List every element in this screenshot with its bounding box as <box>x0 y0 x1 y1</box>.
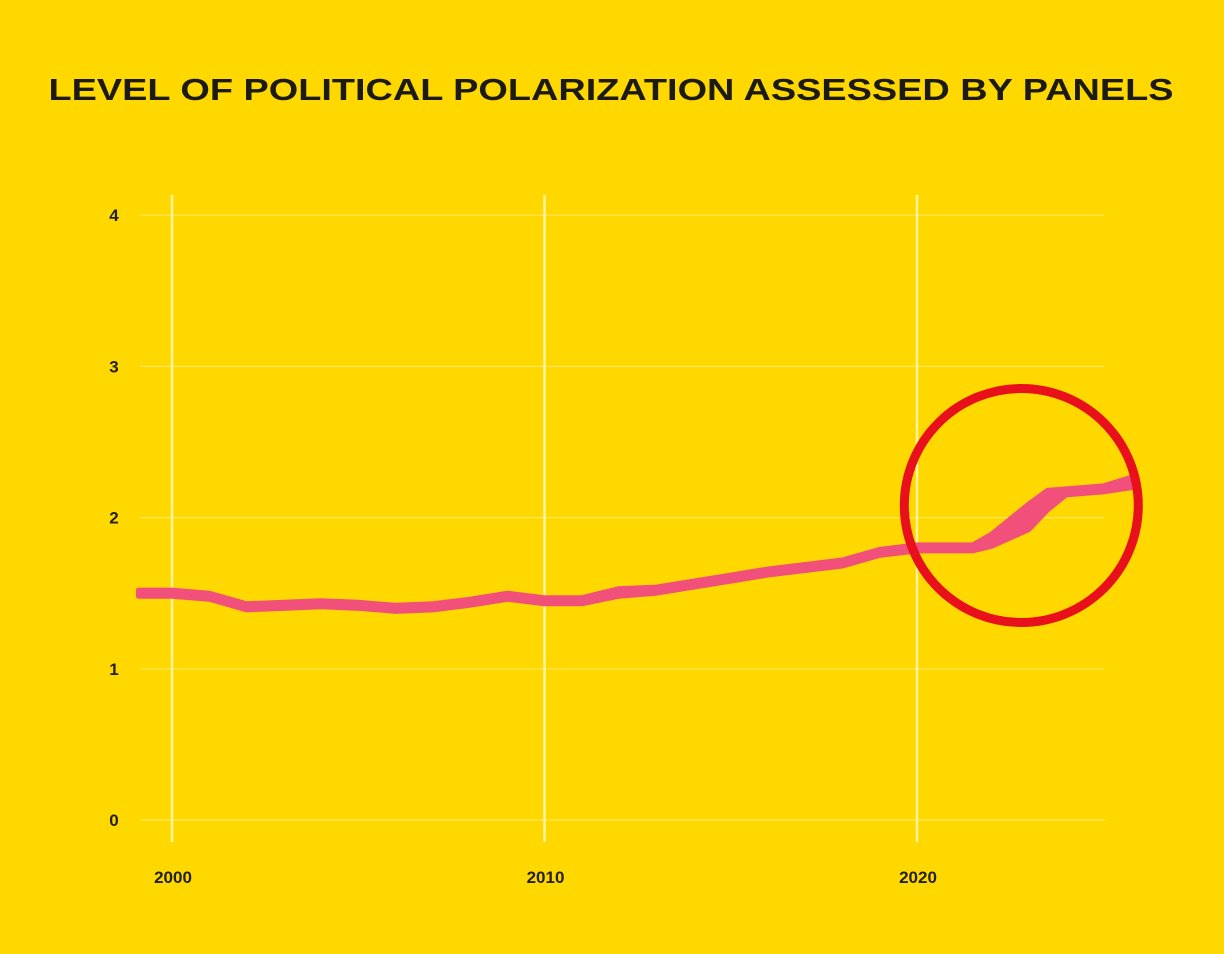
highlight-circle <box>899 384 1143 628</box>
y-tick-label: 3 <box>109 357 118 376</box>
x-tick-label: 2000 <box>154 868 192 887</box>
chart-title: LEVEL OF POLITICAL POLARIZATION ASSESSED… <box>49 72 1174 107</box>
x-tick-label: 2010 <box>527 868 565 887</box>
y-tick-label: 0 <box>109 811 118 830</box>
y-tick-label: 1 <box>109 660 118 679</box>
y-tick-label: 4 <box>109 206 119 225</box>
annotations <box>899 384 1143 628</box>
x-tick-label: 2020 <box>899 868 937 887</box>
tick-labels: 0 1 2 3 4 2000 2010 2020 <box>109 206 937 887</box>
y-tick-label: 2 <box>109 509 118 528</box>
grid <box>140 195 1105 842</box>
